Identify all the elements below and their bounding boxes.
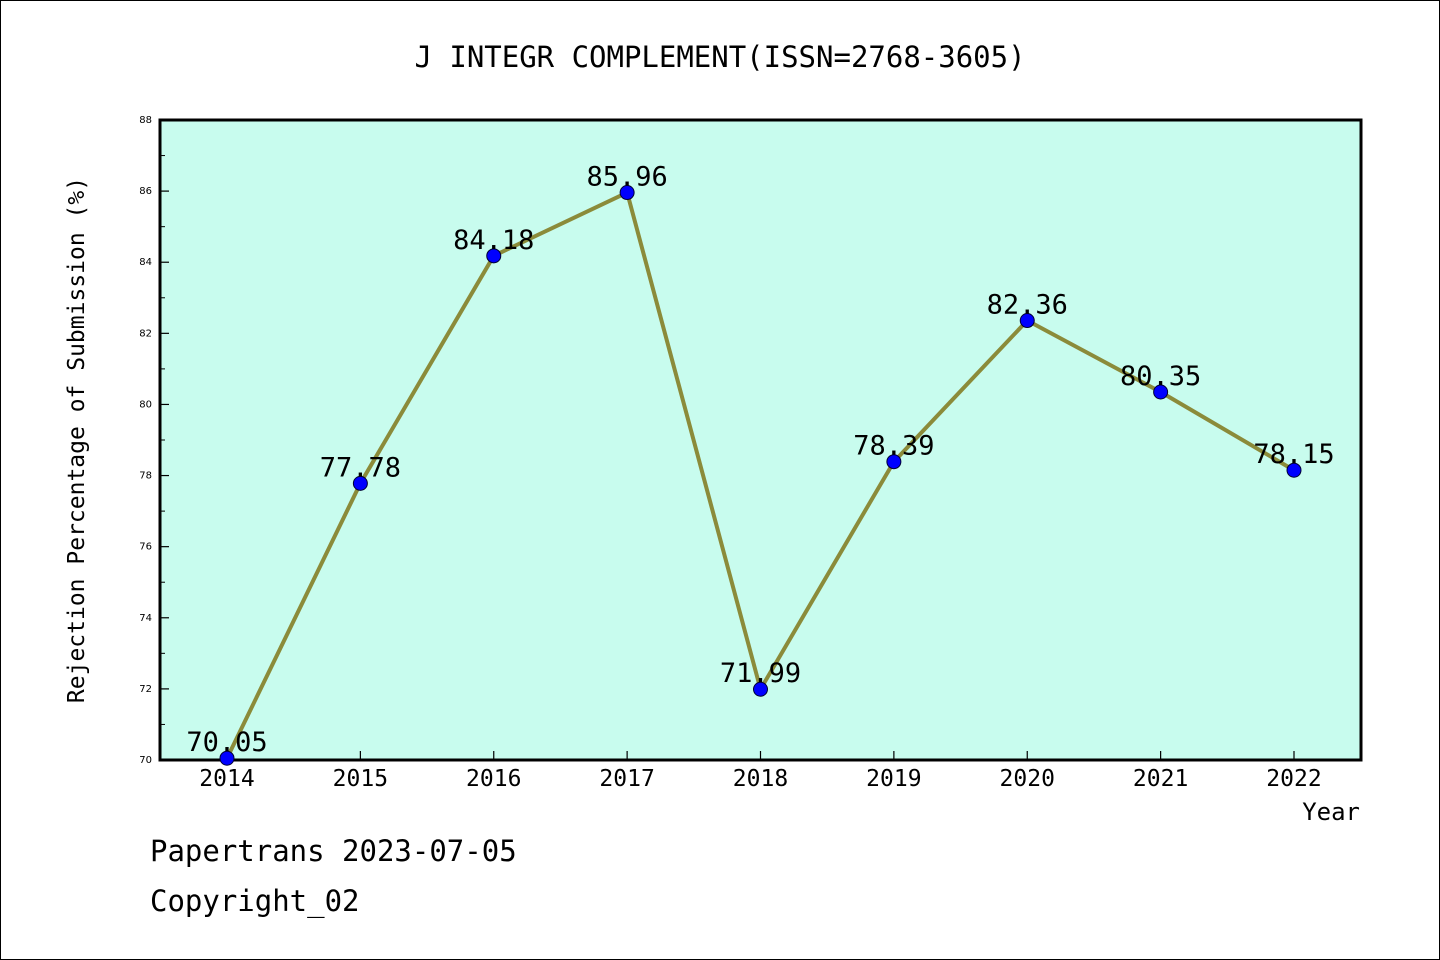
data-label: 80.35 <box>1120 361 1201 392</box>
x-tick-label: 2015 <box>333 766 388 792</box>
chart-title: J INTEGR COMPLEMENT(ISSN=2768-3605) <box>414 40 1025 74</box>
y-tick-label: 76 <box>139 542 152 553</box>
x-tick-label: 2022 <box>1266 766 1321 792</box>
y-tick-label: 74 <box>139 613 152 624</box>
data-point <box>486 248 502 264</box>
y-tick-label: 78 <box>139 471 152 482</box>
x-tick-label: 2020 <box>1000 766 1055 792</box>
y-tick-label: 82 <box>139 328 152 339</box>
y-tick-label: 88 <box>139 115 152 126</box>
data-label: 82.36 <box>987 290 1068 321</box>
plot-area <box>158 118 1363 762</box>
data-point <box>886 454 902 470</box>
y-tick-label: 72 <box>139 684 152 695</box>
data-point <box>753 681 768 697</box>
x-tick-label: 2016 <box>466 766 521 792</box>
data-point <box>619 185 635 201</box>
data-label: 85.96 <box>586 162 667 193</box>
data-label: 70.05 <box>186 727 267 758</box>
data-label: 71.99 <box>720 658 801 689</box>
data-label: 84.18 <box>453 225 534 256</box>
y-tick-label: 70 <box>139 755 152 766</box>
footer-date-line: Papertrans 2023-07-05 <box>150 834 517 868</box>
x-axis: 2014 2015 2016 2017 2018 2019 2020 2021 2022 <box>199 751 1322 792</box>
data-point <box>1019 313 1035 329</box>
data-point <box>219 750 235 766</box>
x-tick-label: 2014 <box>199 766 254 792</box>
footer-copyright-line: Copyright_02 <box>150 884 360 918</box>
y-axis: 70 72 74 76 78 80 82 84 86 88 <box>139 115 169 766</box>
y-tick-label: 80 <box>139 399 152 410</box>
data-label: 78.15 <box>1253 439 1334 470</box>
x-tick-label: 2018 <box>733 766 788 792</box>
data-label: 78.39 <box>853 431 934 462</box>
data-label: 77.78 <box>320 452 401 483</box>
x-tick-label: 2019 <box>866 766 921 792</box>
x-tick-label: 2021 <box>1133 766 1188 792</box>
x-axis-label: Year <box>1302 798 1360 826</box>
y-axis-label: Rejection Percentage of Submission (%) <box>64 177 90 703</box>
data-point <box>1286 462 1302 478</box>
x-tick-label: 2017 <box>599 766 654 792</box>
data-point <box>352 475 368 491</box>
y-tick-label: 84 <box>139 257 152 268</box>
y-tick-label: 86 <box>139 186 152 197</box>
series-line-group: 70.05 77.78 84.18 85.96 71.99 78.39 82.36 80.35… <box>186 162 1335 766</box>
data-point <box>1153 384 1169 400</box>
